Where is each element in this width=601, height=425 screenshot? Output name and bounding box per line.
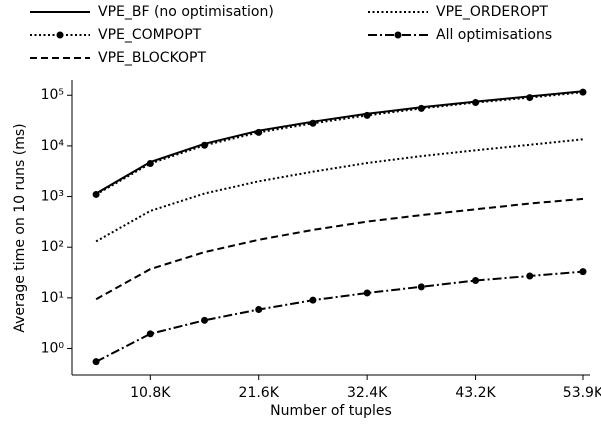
data-point [472,277,480,285]
data-point [526,272,534,280]
series-line [95,90,584,195]
x-tick-label: 32.4K [347,385,388,401]
data-point [363,289,371,297]
data-point [472,98,480,106]
data-point [309,119,317,127]
x-tick-label: 43.2K [455,385,496,401]
legend-label: VPE_ORDEROPT [436,4,548,20]
data-point [579,88,587,96]
legend-marker [56,31,64,39]
data-point [146,330,154,338]
series-line [95,138,584,243]
y-tick-label: 10³ [41,189,64,205]
series-line [95,197,584,301]
y-tick-label: 10⁵ [41,87,64,103]
x-tick-label: 53.9K [563,385,601,401]
data-point [255,128,263,136]
x-tick-label: 10.8K [130,385,171,401]
legend-marker [394,31,402,39]
data-point [255,305,263,313]
legend-label: All optimisations [436,27,552,43]
data-point [363,111,371,119]
data-point [92,358,100,366]
y-tick-label: 10⁰ [41,341,65,357]
x-tick-label: 21.6K [239,385,280,401]
data-point [146,159,154,167]
data-point [417,283,425,291]
series-line [95,91,584,196]
x-axis-label: Number of tuples [270,403,392,419]
data-point [201,316,209,324]
data-point [201,141,209,149]
data-point [417,104,425,112]
y-axis-label: Average time on 10 runs (ms) [12,123,28,332]
legend-label: VPE_BLOCKOPT [98,50,206,66]
data-point [579,268,587,276]
series-line [95,270,584,363]
data-point [526,94,534,102]
y-tick-label: 10¹ [41,290,64,306]
data-point [309,296,317,304]
y-tick-label: 10² [41,239,64,255]
legend-label: VPE_COMPOPT [98,27,202,43]
legend-label: VPE_BF (no optimisation) [98,4,274,20]
data-point [92,190,100,198]
y-tick-label: 10⁴ [41,138,65,154]
